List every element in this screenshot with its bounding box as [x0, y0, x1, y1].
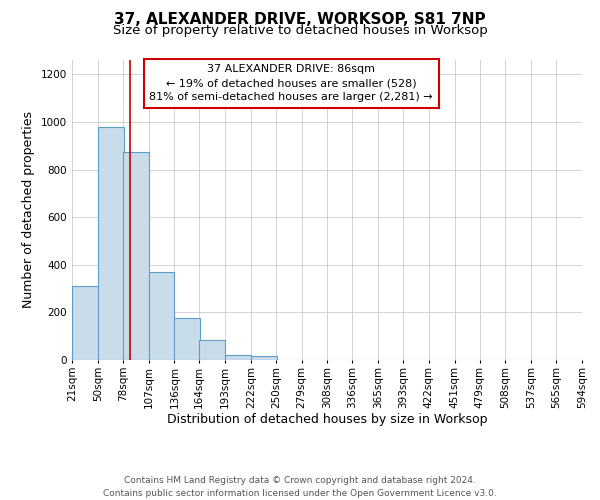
Bar: [199, 340, 225, 360]
Bar: [72, 286, 98, 360]
Bar: [225, 355, 251, 360]
Text: 37 ALEXANDER DRIVE: 86sqm
← 19% of detached houses are smaller (528)
81% of semi: 37 ALEXANDER DRIVE: 86sqm ← 19% of detac…: [149, 64, 433, 102]
Bar: [251, 356, 277, 360]
Bar: [175, 318, 200, 360]
Text: 37, ALEXANDER DRIVE, WORKSOP, S81 7NP: 37, ALEXANDER DRIVE, WORKSOP, S81 7NP: [114, 12, 486, 28]
Text: Size of property relative to detached houses in Worksop: Size of property relative to detached ho…: [113, 24, 487, 37]
Y-axis label: Number of detached properties: Number of detached properties: [22, 112, 35, 308]
X-axis label: Distribution of detached houses by size in Worksop: Distribution of detached houses by size …: [167, 413, 487, 426]
Bar: [98, 126, 124, 360]
Bar: [149, 272, 175, 360]
Text: Contains HM Land Registry data © Crown copyright and database right 2024.
Contai: Contains HM Land Registry data © Crown c…: [103, 476, 497, 498]
Bar: [123, 152, 149, 360]
